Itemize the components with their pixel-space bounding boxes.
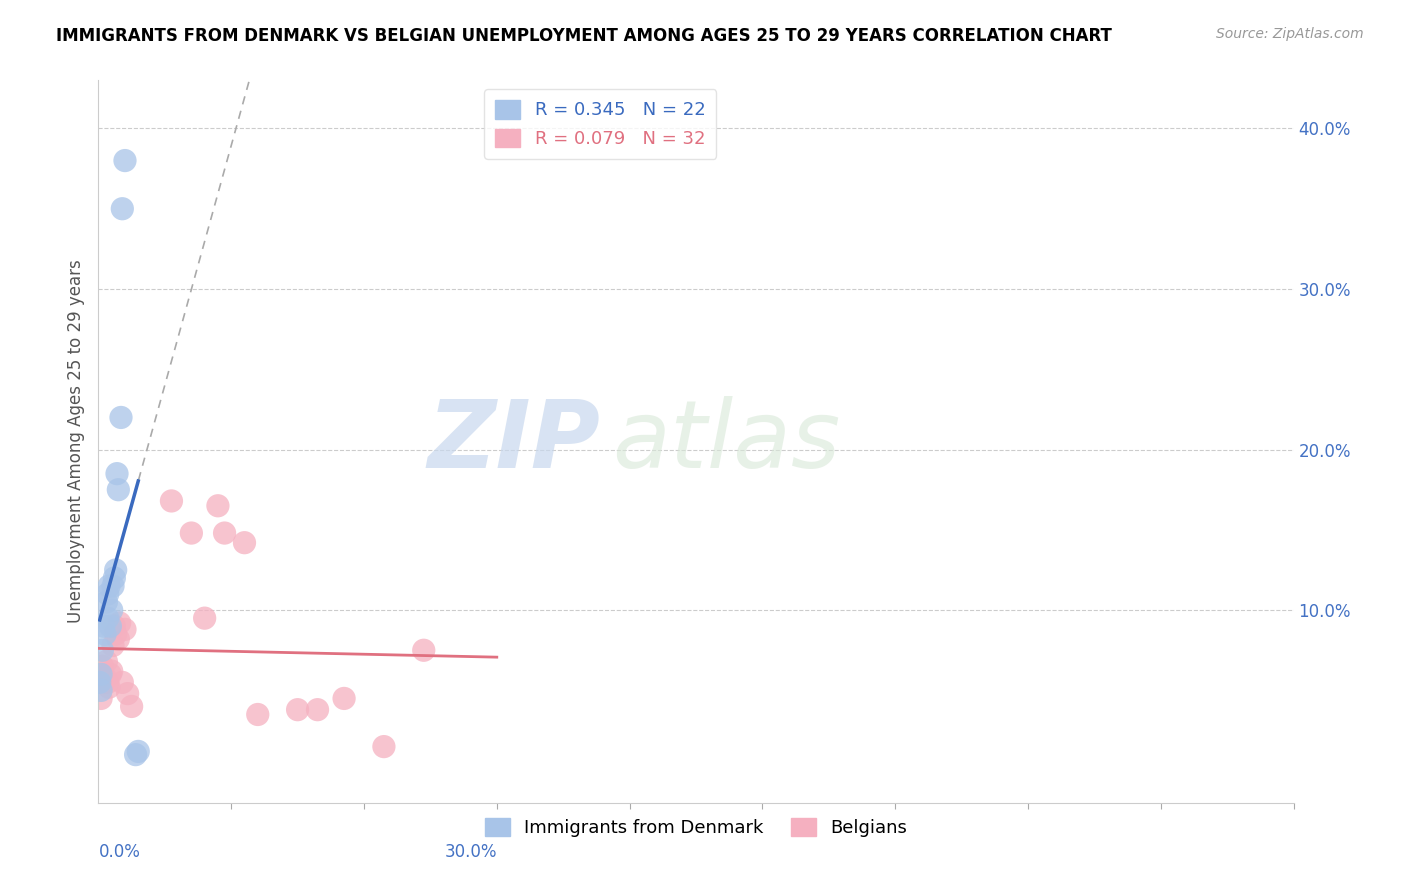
Text: ZIP: ZIP [427,395,600,488]
Point [103,571,125,585]
Point [107,483,129,497]
Point [90,683,112,698]
Point [117,687,139,701]
Point [124,747,146,762]
Point [100,664,122,678]
Point [100,603,122,617]
Legend: Immigrants from Denmark, Belgians: Immigrants from Denmark, Belgians [478,811,914,845]
Point [207,499,229,513]
Point [214,526,236,541]
Point [111,202,134,216]
Text: IMMIGRANTS FROM DENMARK VS BELGIAN UNEMPLOYMENT AMONG AGES 25 TO 29 YEARS CORREL: IMMIGRANTS FROM DENMARK VS BELGIAN UNEMP… [56,27,1112,45]
Point [98,667,122,681]
Point [127,744,149,758]
Text: Source: ZipAtlas.com: Source: ZipAtlas.com [1216,27,1364,41]
Text: 30.0%: 30.0% [444,843,496,861]
Point [94,627,117,641]
Point [107,632,129,646]
Point [97,675,120,690]
Point [90,667,112,681]
Point [104,627,127,641]
Point [111,675,134,690]
Point [180,526,202,541]
Point [108,615,131,630]
Text: atlas: atlas [613,396,841,487]
Point [98,619,122,633]
Point [287,703,309,717]
Point [103,619,125,633]
Point [101,639,124,653]
Point [93,619,115,633]
Point [97,587,120,601]
Point [160,494,183,508]
Point [114,153,136,168]
Point [233,535,256,549]
Point [104,563,127,577]
Point [89,675,111,690]
Text: 0.0%: 0.0% [98,843,141,861]
Point [96,595,118,609]
Point [98,579,121,593]
Point [307,703,329,717]
Point [194,611,217,625]
Y-axis label: Unemployment Among Ages 25 to 29 years: Unemployment Among Ages 25 to 29 years [66,260,84,624]
Point [412,643,434,657]
Point [96,655,118,669]
Point [121,699,143,714]
Point [89,675,111,690]
Point [114,623,136,637]
Point [98,680,121,694]
Point [93,675,115,690]
Point [90,691,112,706]
Point [373,739,395,754]
Point [91,659,114,673]
Point [91,643,114,657]
Point [333,691,356,706]
Point [110,410,132,425]
Point [91,667,114,681]
Point [246,707,269,722]
Point [97,611,120,625]
Point [94,671,117,685]
Point [101,579,124,593]
Point [105,467,128,481]
